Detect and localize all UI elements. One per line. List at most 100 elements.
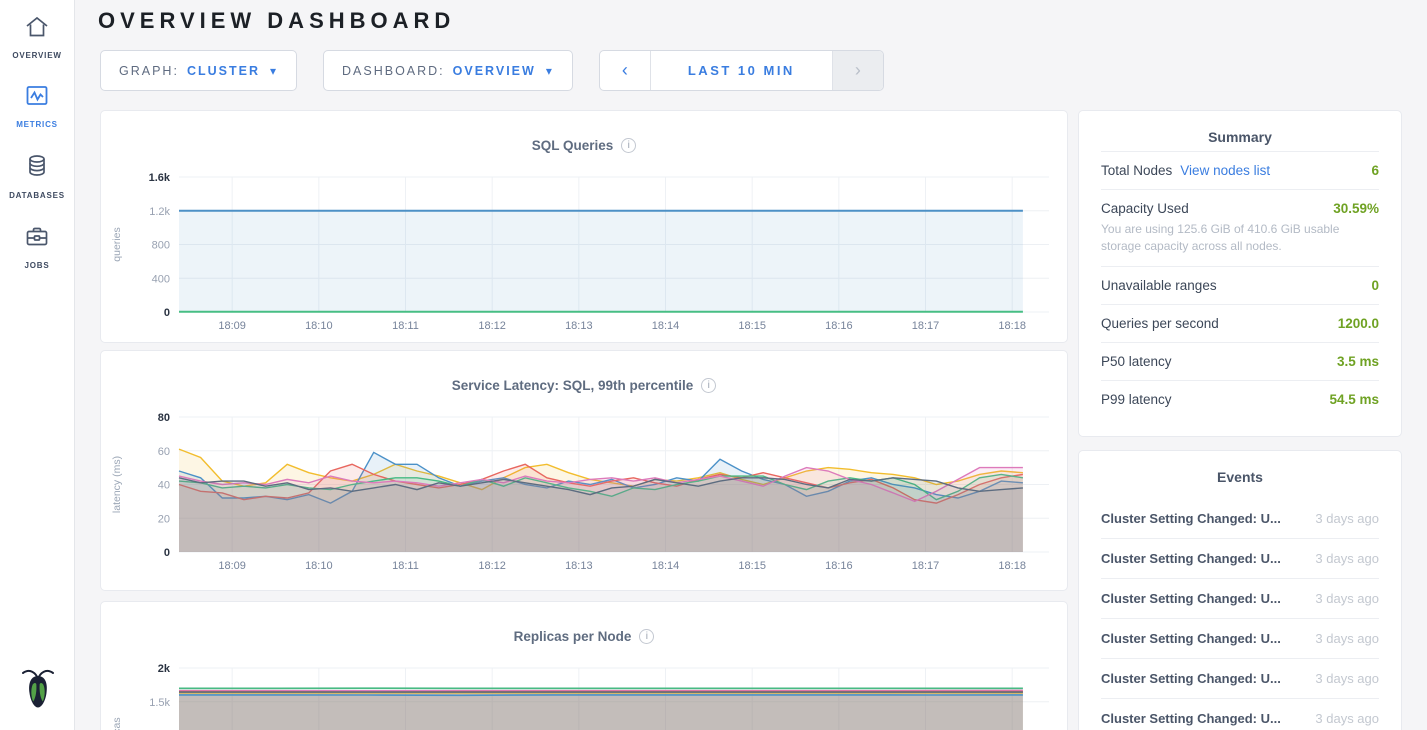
events-panel: Events Cluster Setting Changed: U... 3 d…: [1078, 450, 1402, 730]
time-range-button[interactable]: LAST 10 MIN: [651, 51, 832, 90]
view-nodes-list-link[interactable]: View nodes list: [1180, 163, 1271, 178]
event-text: Cluster Setting Changed: U...: [1101, 511, 1281, 526]
event-row[interactable]: Cluster Setting Changed: U... 3 days ago: [1101, 658, 1379, 698]
chart-title: SQL Queries: [531, 137, 614, 153]
svg-text:18:09: 18:09: [218, 320, 246, 332]
svg-text:60: 60: [158, 446, 170, 458]
summary-value: 54.5 ms: [1329, 392, 1379, 407]
chevron-left-icon: ‹: [621, 60, 628, 80]
time-window-selector: ‹ LAST 10 MIN ›: [598, 50, 884, 91]
graph-dropdown[interactable]: GRAPH: CLUSTER ▾: [100, 50, 297, 91]
info-icon[interactable]: i: [621, 137, 637, 153]
svg-text:1.5k: 1.5k: [149, 697, 170, 709]
svg-text:18:16: 18:16: [825, 320, 853, 332]
info-icon[interactable]: i: [639, 628, 655, 644]
event-row[interactable]: Cluster Setting Changed: U... 3 days ago: [1101, 578, 1379, 618]
summary-label: Unavailable ranges: [1101, 278, 1217, 293]
chart-title: Replicas per Node: [513, 628, 632, 644]
cockroachdb-logo: [0, 666, 75, 712]
svg-text:18:11: 18:11: [392, 560, 419, 572]
chevron-down-icon: ▾: [545, 63, 554, 78]
summary-value: 1200.0: [1337, 316, 1379, 331]
sidebar-item-metrics[interactable]: METRICS: [0, 69, 75, 138]
summary-value: 3.5 ms: [1336, 354, 1379, 369]
svg-text:18:12: 18:12: [478, 320, 506, 332]
svg-text:18:10: 18:10: [305, 320, 333, 332]
graph-dropdown-value: CLUSTER: [186, 63, 260, 78]
svg-text:20: 20: [158, 513, 170, 525]
summary-value: 30.59%: [1333, 201, 1379, 216]
event-time: 3 days ago: [1315, 671, 1379, 686]
svg-text:18:18: 18:18: [998, 320, 1026, 332]
event-row[interactable]: Cluster Setting Changed: U... 3 days ago: [1101, 538, 1379, 578]
home-icon: [24, 15, 50, 44]
dashboard-dropdown[interactable]: DASHBOARD: OVERVIEW ▾: [323, 50, 573, 91]
summary-value: 6: [1371, 163, 1379, 178]
events-list: Cluster Setting Changed: U... 3 days ago…: [1101, 499, 1379, 730]
summary-value: 0: [1371, 278, 1379, 293]
svg-text:18:14: 18:14: [652, 320, 680, 332]
sidebar-item-label: JOBS: [24, 261, 50, 270]
event-time: 3 days ago: [1315, 711, 1379, 726]
event-time: 3 days ago: [1315, 511, 1379, 526]
graph-dropdown-label: GRAPH:: [119, 63, 179, 78]
time-range-label: LAST 10 MIN: [687, 63, 795, 78]
event-row[interactable]: Cluster Setting Changed: U... 3 days ago: [1101, 499, 1379, 538]
time-window-next-button-disabled[interactable]: ›: [831, 51, 883, 90]
capacity-used-subtext: You are using 125.6 GiB of 410.6 GiB usa…: [1101, 222, 1340, 253]
summary-label: Queries per second: [1101, 316, 1219, 331]
event-row[interactable]: Cluster Setting Changed: U... 3 days ago: [1101, 698, 1379, 730]
service-latency-chart-plot[interactable]: 0 20 40 60 80 18:09 18:10 18:11 18:12 18:13 18:14 1…: [101, 411, 1067, 585]
svg-text:40: 40: [158, 480, 170, 492]
event-text: Cluster Setting Changed: U...: [1101, 671, 1281, 686]
chart-title: Service Latency: SQL, 99th percentile: [451, 377, 694, 393]
sql-queries-chart-card: SQL Queries i 0 400 800 1.2k 1.6k 18:09 18:10 1…: [100, 110, 1068, 343]
event-text: Cluster Setting Changed: U...: [1101, 591, 1281, 606]
sql-queries-chart-plot[interactable]: 0 400 800 1.2k 1.6k 18:09 18:10 18:11 18:12 18:13…: [101, 171, 1067, 345]
svg-text:18:18: 18:18: [998, 560, 1026, 572]
svg-text:18:09: 18:09: [218, 560, 246, 572]
page-title: OVERVIEW DASHBOARD: [98, 8, 456, 33]
svg-text:80: 80: [158, 412, 170, 424]
databases-icon: [24, 153, 50, 184]
replicas-per-node-chart-plot[interactable]: 05001.0k1.5k2k18:0918:1018:1118:1218:131…: [101, 662, 1067, 730]
svg-text:18:15: 18:15: [738, 560, 766, 572]
svg-text:18:13: 18:13: [565, 560, 593, 572]
svg-text:queries: queries: [111, 227, 123, 261]
svg-text:latency (ms): latency (ms): [111, 456, 123, 513]
svg-text:18:17: 18:17: [912, 560, 940, 572]
svg-text:400: 400: [152, 273, 170, 285]
summary-label: Total Nodes: [1101, 163, 1173, 178]
svg-text:18:15: 18:15: [738, 320, 766, 332]
jobs-icon: [24, 224, 50, 254]
event-row[interactable]: Cluster Setting Changed: U... 3 days ago: [1101, 618, 1379, 658]
summary-row-p50-latency: P50 latency 3.5 ms: [1101, 342, 1379, 380]
event-time: 3 days ago: [1315, 591, 1379, 606]
sidebar-item-label: DATABASES: [9, 191, 65, 200]
svg-text:18:14: 18:14: [652, 560, 680, 572]
summary-row-total-nodes: Total Nodes View nodes list 6: [1101, 151, 1379, 189]
time-window-prev-button[interactable]: ‹: [600, 51, 651, 90]
sidebar-item-jobs[interactable]: JOBS: [0, 209, 75, 279]
svg-text:0: 0: [164, 307, 170, 319]
summary-row-p99-latency: P99 latency 54.5 ms: [1101, 380, 1379, 418]
dashboard-dropdown-value: OVERVIEW: [452, 63, 536, 78]
event-time: 3 days ago: [1315, 631, 1379, 646]
service-latency-chart-card: Service Latency: SQL, 99th percentile i …: [100, 350, 1068, 591]
sidebar-item-databases[interactable]: DATABASES: [0, 138, 75, 209]
svg-text:18:17: 18:17: [912, 320, 940, 332]
summary-row-queries-per-second: Queries per second 1200.0: [1101, 304, 1379, 342]
svg-text:18:11: 18:11: [392, 320, 419, 332]
chevron-down-icon: ▾: [269, 63, 278, 78]
svg-text:18:10: 18:10: [305, 560, 333, 572]
summary-row-capacity-used: Capacity Used 30.59% You are using 125.6…: [1101, 189, 1379, 266]
svg-text:18:12: 18:12: [478, 560, 506, 572]
metrics-icon: [24, 84, 50, 113]
summary-title: Summary: [1208, 129, 1272, 145]
sidebar: OVERVIEW METRICS DATABASES: [0, 0, 75, 730]
sidebar-item-label: OVERVIEW: [12, 51, 62, 60]
svg-text:18:16: 18:16: [825, 560, 853, 572]
info-icon[interactable]: i: [701, 377, 717, 393]
sidebar-item-overview[interactable]: OVERVIEW: [0, 0, 75, 69]
summary-panel: Summary Total Nodes View nodes list 6 Ca…: [1078, 110, 1402, 437]
